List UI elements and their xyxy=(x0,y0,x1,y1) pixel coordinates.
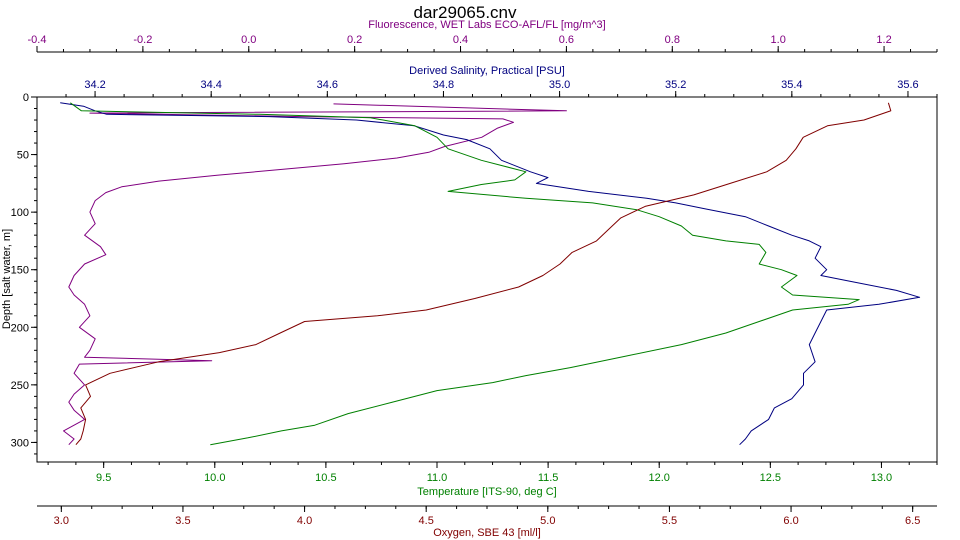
salinity-tick-label: 35.6 xyxy=(897,79,918,91)
temperature-tick-label: 13.0 xyxy=(871,472,892,484)
salinity-tick-label: 34.4 xyxy=(200,79,221,91)
oxygen-tick-label: 4.5 xyxy=(419,515,434,527)
fluorescence-tick-label: 0.8 xyxy=(665,34,680,46)
oxygen-tick-label: 6.0 xyxy=(783,515,798,527)
oxygen-tick-label: 4.0 xyxy=(297,515,312,527)
axes-layer: -0.4 -0.2 0.0 0.2 0.4 0.6 0.8 1.0 1.2 Fluorescenc… xyxy=(1,19,938,539)
temperature-tick-label: 11.0 xyxy=(427,472,448,484)
temperature-tick-label: 10.5 xyxy=(315,472,336,484)
fluorescence-tick-label: 0.6 xyxy=(559,34,574,46)
plot-area xyxy=(36,96,938,463)
temperature-tick-label: 9.5 xyxy=(96,472,111,484)
depth-tick-label: 50 xyxy=(17,150,29,162)
oxygen-tick-label: 5.0 xyxy=(540,515,555,527)
depth-tick-label: 0 xyxy=(23,92,29,104)
oxygen-tick-label: 5.5 xyxy=(662,515,677,527)
fluorescence-tick-label: -0.4 xyxy=(28,34,47,46)
salinity-series-line xyxy=(60,102,921,446)
salinity-tick-label: 34.6 xyxy=(317,79,338,91)
depth-tick-label: 300 xyxy=(11,437,29,449)
depth-tick-label: 100 xyxy=(11,207,29,219)
fluorescence-tick-label: 0.2 xyxy=(347,34,362,46)
salinity-tick-label: 35.2 xyxy=(665,79,686,91)
salinity-tick-label: 35.4 xyxy=(781,79,802,91)
temperature-tick-label: 12.0 xyxy=(649,472,670,484)
oxygen-tick-label: 6.5 xyxy=(905,515,920,527)
fluorescence-tick-label: 0.4 xyxy=(453,34,468,46)
temperature-series-line xyxy=(70,102,860,446)
temperature-tick-label: 12.5 xyxy=(760,472,781,484)
oxygen-tick-label: 3.5 xyxy=(175,515,190,527)
oxygen-series-line xyxy=(75,102,892,446)
salinity-tick-label: 34.8 xyxy=(433,79,454,91)
oxygen-axis-title: Oxygen, SBE 43 [ml/l] xyxy=(433,527,541,539)
temperature-tick-label: 11.5 xyxy=(538,472,559,484)
oxygen-tick-label: 3.0 xyxy=(54,515,69,527)
fluorescence-series-line xyxy=(63,103,567,446)
salinity-axis-title: Derived Salinity, Practical [PSU] xyxy=(409,65,565,77)
depth-tick-label: 150 xyxy=(11,265,29,277)
salinity-tick-label: 35.0 xyxy=(549,79,570,91)
chart-title: dar29065.cnv xyxy=(413,3,517,22)
fluorescence-tick-label: 1.2 xyxy=(876,34,891,46)
temperature-tick-label: 10.0 xyxy=(204,472,225,484)
series-layer xyxy=(60,102,921,446)
fluorescence-tick-label: -0.2 xyxy=(133,34,152,46)
depth-axis-title: Depth [salt water, m] xyxy=(1,229,13,329)
fluorescence-tick-label: 0.0 xyxy=(241,34,256,46)
fluorescence-axis-title: Fluorescence, WET Labs ECO-AFL/FL [mg/m^… xyxy=(368,19,605,31)
fluorescence-tick-label: 1.0 xyxy=(771,34,786,46)
salinity-tick-label: 34.2 xyxy=(84,79,105,91)
depth-tick-label: 250 xyxy=(11,380,29,392)
temperature-axis-title: Temperature [ITS-90, deg C] xyxy=(417,486,556,498)
depth-tick-label: 200 xyxy=(11,322,29,334)
